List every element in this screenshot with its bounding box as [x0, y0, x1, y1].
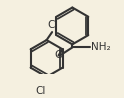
Text: Cl: Cl	[35, 86, 46, 96]
Text: O: O	[54, 50, 63, 60]
Text: NH₂: NH₂	[91, 42, 110, 52]
Text: Cl: Cl	[47, 20, 57, 30]
